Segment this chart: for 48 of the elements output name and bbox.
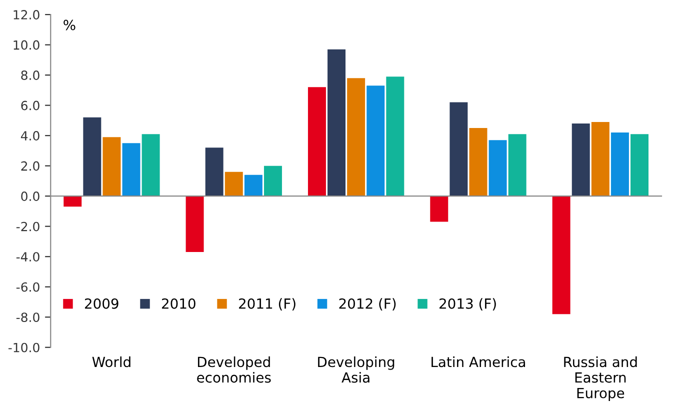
y-tick-label: 2.0: [21, 161, 40, 171]
x-tick-label: Developed economies: [197, 356, 271, 383]
x-tick-label: Latin America: [432, 356, 526, 368]
bar: [469, 128, 488, 196]
x-tick-label: World: [92, 356, 130, 368]
bar: [205, 148, 224, 196]
bar: [488, 140, 507, 196]
legend-label: 2009: [84, 298, 118, 309]
x-tick-label: Developing Asia: [318, 356, 394, 383]
bar: [508, 134, 526, 196]
bar: [552, 196, 570, 314]
bar: [347, 78, 366, 196]
y-tick-label: 12.0: [14, 10, 40, 20]
x-tick-label: Russia and Eastern Europe: [564, 356, 637, 401]
y-tick-label: 0.0: [21, 192, 40, 202]
bar: [83, 117, 102, 196]
bar: [224, 172, 243, 196]
y-tick-label: -6.0: [16, 282, 40, 292]
bar: [186, 196, 204, 252]
bar: [328, 49, 346, 196]
legend-label: 2011 (F): [239, 298, 296, 311]
bar: [142, 134, 160, 196]
y-tick-label: -8.0: [16, 312, 40, 322]
legend-label: 2012 (F): [339, 298, 396, 311]
bar: [244, 174, 262, 196]
bar: [430, 196, 448, 222]
y-tick-label: 6.0: [21, 100, 40, 110]
bar: [102, 137, 121, 196]
bar: [366, 86, 385, 196]
bar: [450, 102, 468, 196]
y-tick-label: -2.0: [16, 222, 40, 232]
bar: [630, 134, 648, 196]
y-tick-label: -10.0: [8, 342, 40, 352]
bar: [64, 196, 82, 207]
y-tick-label: -4.0: [16, 252, 40, 262]
bar: [308, 87, 326, 196]
bar: [610, 132, 629, 196]
bar: [591, 122, 610, 196]
bar: [572, 123, 590, 196]
legend-label: 2013 (F): [440, 298, 496, 311]
y-tick-label: 4.0: [20, 131, 40, 141]
y-tick-label: 8.0: [21, 70, 40, 80]
bar: [264, 166, 282, 196]
legend-label: 2010: [162, 298, 196, 309]
bar: [386, 76, 404, 196]
bar: [122, 143, 140, 196]
y-axis-title: %: [64, 20, 76, 30]
y-tick-label: 10.0: [14, 40, 40, 50]
